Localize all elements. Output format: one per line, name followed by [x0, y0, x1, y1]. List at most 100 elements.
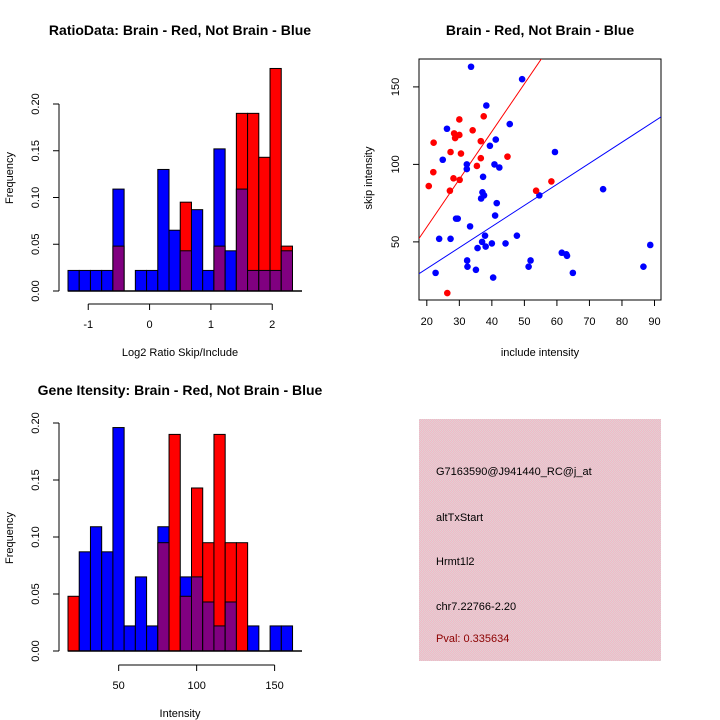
y-tick-label: 0.20: [30, 93, 42, 114]
not-brain-point: [463, 161, 471, 168]
y-tick-label: 0.10: [30, 187, 42, 208]
x-tick-label: -1: [83, 319, 93, 331]
y-tick-label: 0.05: [30, 583, 42, 604]
brain-bar: [168, 433, 181, 652]
not-brain-point: [466, 223, 474, 230]
y-tick-label: 0.00: [30, 640, 42, 661]
ratio-histogram-panel: RatioData: Brain - Red, Not Brain - Blue…: [4, 22, 311, 359]
not-brain-point: [482, 243, 489, 250]
brain-point: [446, 187, 454, 195]
brain-point: [447, 148, 454, 156]
not-brain-point: [463, 257, 471, 264]
intensity-histogram-axes: 0.00 0.05 0.10 0.15 0.20 50 100 150: [30, 412, 302, 692]
overlap-bar: [280, 250, 293, 292]
not-brain-bar: [78, 551, 91, 652]
brain-point: [430, 168, 437, 176]
gene-name-text: Hrmt1l2: [436, 556, 475, 568]
brain-bar: [247, 112, 260, 292]
x-tick-label: 60: [551, 316, 563, 328]
not-brain-point: [478, 238, 486, 246]
info-panel-background: [419, 419, 661, 661]
not-brain-bar: [101, 269, 114, 292]
not-brain-bar: [280, 625, 294, 652]
not-brain-point: [474, 244, 481, 252]
y-tick-label: 0.15: [30, 140, 42, 161]
not-brain-point: [439, 156, 447, 164]
not-brain-bar: [202, 269, 215, 292]
not-brain-bar: [134, 269, 148, 292]
not-brain-point: [481, 232, 489, 239]
brain-bar: [213, 433, 226, 652]
not-brain-point: [491, 161, 498, 168]
not-brain-point: [463, 165, 471, 173]
brain-point: [469, 126, 476, 134]
brain-bar: [67, 595, 80, 652]
not-brain-bar: [89, 269, 103, 292]
not-brain-point: [513, 232, 521, 239]
scatter-plot-box: [418, 58, 662, 301]
not-brain-bar: [112, 427, 125, 652]
overlap-bar: [213, 625, 226, 652]
y-tick-label: 0.05: [30, 234, 42, 255]
overlap-bar: [213, 245, 226, 292]
location-text: chr7.22766-2.20: [436, 601, 516, 613]
ratio-histogram-axes: 0.00 0.05 0.10 0.15 0.20 -1 0 1 2: [30, 93, 302, 331]
brain-bar: [269, 67, 282, 292]
not-brain-point: [454, 215, 462, 222]
overlap-bar: [269, 269, 282, 292]
not-brain-bar: [146, 625, 159, 652]
not-brain-point: [491, 212, 499, 219]
not-brain-point: [443, 125, 451, 133]
not-brain-point: [492, 136, 500, 143]
not-brain-bar: [269, 625, 282, 652]
not-brain-point: [480, 192, 488, 199]
not-brain-point: [472, 266, 480, 274]
x-tick-label: 90: [648, 316, 660, 328]
overlap-bar: [202, 601, 215, 652]
overlap-bar: [112, 245, 125, 292]
not-brain-point: [506, 120, 514, 128]
overlap-bar: [179, 250, 192, 292]
not-brain-bar: [224, 250, 237, 292]
x-tick-label: 0: [147, 319, 153, 331]
brain-point: [456, 131, 463, 139]
not-brain-point: [464, 263, 471, 270]
not-brain-point: [646, 241, 654, 249]
intensity-histogram-title: Gene Itensity: Brain - Red, Not Brain - …: [38, 382, 323, 398]
not-brain-point: [551, 148, 559, 156]
y-tick-label: 0.00: [30, 280, 42, 301]
overlap-bar: [179, 595, 192, 652]
y-tick-label: 0.15: [30, 469, 42, 490]
brain-point: [457, 150, 465, 157]
overlap-bar: [190, 576, 204, 652]
ratio-histogram-xlabel: Log2 Ratio Skip/Include: [122, 347, 238, 359]
overlap-bar: [247, 269, 260, 292]
brain-point: [450, 175, 457, 182]
scatter-xlabel: include intensity: [501, 347, 580, 359]
not-brain-point: [569, 269, 577, 277]
brain-point: [532, 187, 540, 195]
x-tick-label: 70: [583, 316, 595, 328]
x-tick-label: 50: [518, 316, 530, 328]
brain-point: [548, 178, 555, 185]
not-brain-point: [525, 263, 532, 270]
y-tick-label: 100: [390, 155, 402, 173]
not-brain-point: [488, 240, 496, 247]
brain-point: [504, 153, 511, 160]
brain-point: [456, 176, 463, 184]
ratio-histogram-bars: [67, 67, 293, 292]
not-brain-point: [496, 164, 503, 171]
not-brain-bar: [157, 168, 170, 292]
not-brain-point: [435, 235, 443, 243]
not-brain-bar: [123, 625, 136, 652]
not-brain-point: [536, 192, 543, 199]
brain-point: [443, 289, 451, 297]
scatter-points: [425, 63, 654, 297]
pval-text: Pval: 0.335634: [436, 633, 509, 645]
probe-id-text: G7163590@J941440_RC@j_at: [436, 466, 592, 478]
overlap-bar: [235, 188, 249, 292]
intensity-histogram-ylabel: Frequency: [4, 512, 16, 564]
not-brain-point: [493, 199, 501, 207]
ratio-histogram-title: RatioData: Brain - Red, Not Brain - Blue: [49, 22, 311, 38]
not-brain-point: [483, 102, 490, 109]
